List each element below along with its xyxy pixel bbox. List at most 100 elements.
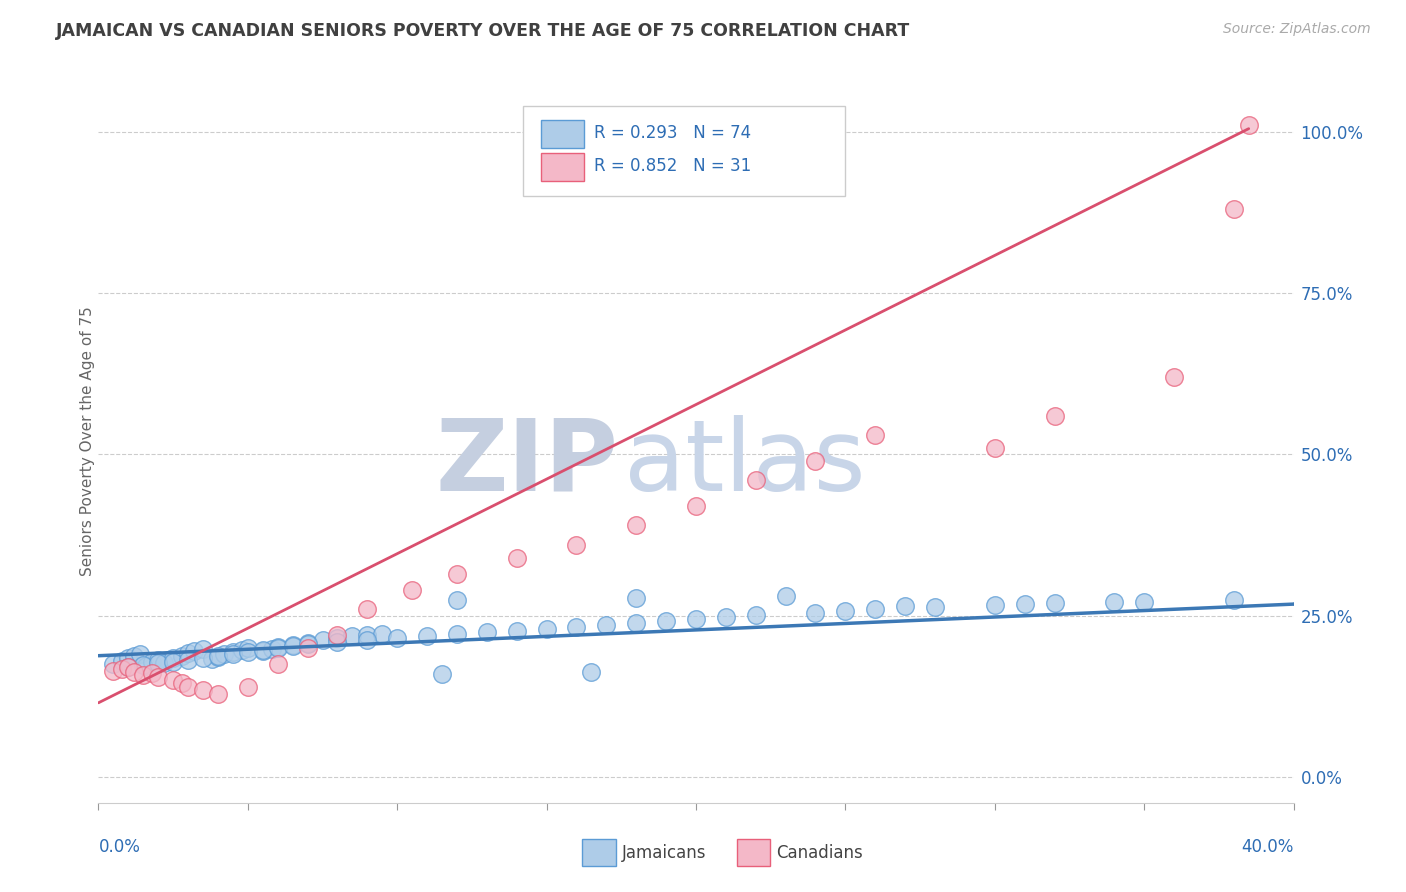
Point bbox=[626, 518, 648, 533]
Point bbox=[267, 640, 290, 655]
Point bbox=[311, 633, 333, 648]
Point bbox=[595, 617, 617, 632]
Point bbox=[135, 659, 157, 673]
Point bbox=[111, 662, 134, 676]
Point bbox=[297, 636, 319, 650]
Point bbox=[1043, 409, 1066, 423]
Point bbox=[804, 606, 827, 620]
Point bbox=[1104, 594, 1126, 608]
Text: R = 0.852   N = 31: R = 0.852 N = 31 bbox=[595, 156, 752, 175]
Point bbox=[565, 620, 588, 634]
Point bbox=[191, 642, 214, 657]
Point bbox=[385, 632, 409, 646]
Point bbox=[475, 625, 498, 640]
Point bbox=[1223, 202, 1246, 217]
Point bbox=[207, 648, 229, 663]
Point bbox=[212, 648, 235, 662]
Point bbox=[148, 657, 170, 671]
Point bbox=[148, 652, 170, 666]
Point bbox=[326, 635, 349, 649]
Point bbox=[1133, 595, 1156, 609]
Point bbox=[141, 655, 163, 669]
Y-axis label: Seniors Poverty Over the Age of 75: Seniors Poverty Over the Age of 75 bbox=[80, 307, 94, 576]
Point bbox=[103, 657, 125, 672]
Point bbox=[536, 622, 558, 636]
Point bbox=[416, 629, 439, 643]
Point bbox=[132, 668, 155, 682]
Point bbox=[222, 645, 245, 659]
Point bbox=[626, 615, 648, 630]
Point bbox=[162, 655, 184, 669]
Point bbox=[252, 643, 274, 657]
Point bbox=[201, 652, 224, 666]
Point bbox=[172, 648, 194, 663]
Point bbox=[281, 638, 304, 652]
Point bbox=[297, 637, 319, 651]
Point bbox=[1014, 597, 1036, 611]
Point bbox=[834, 604, 856, 618]
Point bbox=[446, 566, 468, 581]
Point bbox=[430, 666, 453, 681]
Text: R = 0.293   N = 74: R = 0.293 N = 74 bbox=[595, 124, 752, 142]
Point bbox=[446, 627, 468, 641]
Point bbox=[281, 639, 304, 653]
Point bbox=[267, 657, 290, 672]
Point bbox=[132, 658, 155, 673]
Point bbox=[745, 473, 768, 487]
Point bbox=[297, 640, 319, 655]
Point bbox=[236, 640, 259, 655]
Point bbox=[129, 648, 152, 662]
Point bbox=[222, 647, 245, 661]
Point bbox=[207, 650, 229, 665]
Point bbox=[236, 645, 259, 659]
Point bbox=[356, 633, 378, 648]
Point bbox=[252, 644, 274, 658]
Point bbox=[984, 441, 1007, 455]
FancyBboxPatch shape bbox=[523, 105, 845, 196]
Point bbox=[117, 650, 139, 665]
Point bbox=[141, 666, 163, 681]
Text: ZIP: ZIP bbox=[436, 415, 619, 512]
Point bbox=[565, 538, 588, 552]
Point bbox=[581, 665, 603, 679]
Point bbox=[894, 599, 917, 613]
Point bbox=[326, 628, 349, 642]
Point bbox=[356, 628, 378, 642]
Point bbox=[117, 660, 139, 674]
Point bbox=[236, 680, 259, 694]
Point bbox=[267, 640, 290, 654]
Point bbox=[714, 610, 737, 624]
Point bbox=[124, 648, 146, 663]
FancyBboxPatch shape bbox=[541, 120, 583, 148]
Point bbox=[207, 687, 229, 701]
Point bbox=[162, 673, 184, 688]
Point bbox=[446, 592, 468, 607]
Text: Jamaicans: Jamaicans bbox=[621, 844, 706, 862]
Point bbox=[177, 652, 200, 666]
Point bbox=[685, 612, 707, 626]
Point bbox=[177, 646, 200, 660]
Point bbox=[231, 643, 253, 657]
Point bbox=[177, 680, 200, 694]
Point bbox=[865, 428, 887, 442]
Point bbox=[1237, 119, 1260, 133]
Point bbox=[172, 676, 194, 690]
Point bbox=[356, 602, 378, 616]
Text: 40.0%: 40.0% bbox=[1241, 838, 1294, 856]
Point bbox=[371, 627, 394, 641]
Point bbox=[117, 659, 139, 673]
Point bbox=[103, 664, 125, 678]
Point bbox=[401, 582, 423, 597]
FancyBboxPatch shape bbox=[541, 153, 583, 181]
Point bbox=[1043, 597, 1066, 611]
Point bbox=[183, 644, 205, 658]
Point bbox=[655, 614, 678, 628]
Text: Source: ZipAtlas.com: Source: ZipAtlas.com bbox=[1223, 22, 1371, 37]
Point bbox=[984, 599, 1007, 613]
Point bbox=[260, 642, 283, 657]
Point bbox=[1163, 370, 1185, 384]
Point bbox=[506, 624, 529, 638]
Point bbox=[685, 499, 707, 513]
Point bbox=[506, 550, 529, 565]
Point bbox=[924, 600, 946, 615]
